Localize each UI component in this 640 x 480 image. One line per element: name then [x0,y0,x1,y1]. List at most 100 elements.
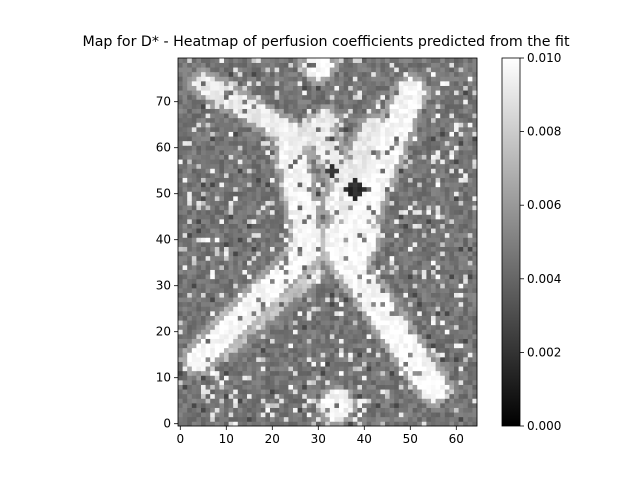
heatmap-cell [210,301,216,307]
heatmap-cell [237,237,243,243]
heatmap-cell [191,177,197,183]
heatmap-cell [389,306,395,312]
heatmap-cell [412,108,418,114]
heatmap-cell [251,407,257,413]
heatmap-cell [233,81,239,86]
heatmap-cell [247,99,252,105]
heatmap-cell [251,366,257,372]
heatmap-cell [265,357,271,362]
heatmap-cell [182,209,188,215]
heatmap-cell [196,154,202,160]
heatmap-cell [375,81,381,86]
heatmap-cell [467,251,473,257]
heatmap-cell [219,338,225,344]
heatmap-cell [224,320,229,326]
heatmap-cell [417,122,423,128]
heatmap-cell [403,352,409,358]
heatmap-cell [311,265,317,270]
heatmap-cell [421,278,427,284]
heatmap-cell [247,113,252,119]
heatmap-cell [237,85,243,91]
heatmap-cell [201,219,206,224]
heatmap-cell [201,265,206,270]
heatmap-cell [412,403,418,408]
heatmap-cell [233,334,239,339]
heatmap-cell [362,127,367,132]
heatmap-cell [449,219,455,224]
heatmap-cell [247,370,252,376]
heatmap-cell [214,403,220,408]
heatmap-cell [247,301,252,307]
heatmap-cell [334,85,340,91]
heatmap-cell [343,219,349,224]
heatmap-cell [187,159,193,165]
heatmap-cell [329,283,335,289]
heatmap-cell [398,334,404,339]
heatmap-cell [251,191,257,197]
heatmap-cell [380,214,386,220]
heatmap-cell [366,117,372,123]
heatmap-cell [325,306,331,312]
heatmap-cell [444,324,450,330]
heatmap-cell [265,131,271,137]
heatmap-cell [270,375,275,381]
heatmap-cell [260,389,266,395]
heatmap-cell [334,196,340,201]
heatmap-cell [228,375,234,381]
heatmap-cell [182,288,188,293]
heatmap-cell [408,421,413,427]
heatmap-cell [260,242,266,247]
heatmap-cell [306,288,312,293]
heatmap-cell [440,389,446,395]
heatmap-cell [371,191,377,197]
heatmap-cell [417,145,423,151]
heatmap-cell [297,209,303,215]
heatmap-cell [458,223,464,229]
heatmap-cell [288,232,294,238]
heatmap-cell [449,403,455,408]
heatmap-cell [472,416,478,422]
heatmap-cell [242,366,248,372]
heatmap-cell [224,421,229,427]
heatmap-cell [375,265,381,270]
heatmap-cell [366,398,372,404]
heatmap-cell [389,315,395,321]
heatmap-cell [325,357,331,362]
heatmap-cell [219,389,225,395]
heatmap-cell [228,274,234,280]
heatmap-cell [270,127,275,132]
heatmap-cell [320,283,326,289]
heatmap-cell [210,136,216,142]
heatmap-cell [426,232,432,238]
heatmap-cell [366,177,372,183]
heatmap-cell [210,90,216,96]
heatmap-cell [348,334,354,339]
heatmap-cell [265,343,271,349]
heatmap-cell [408,352,413,358]
heatmap-cell [205,228,211,234]
heatmap-cell [224,140,229,146]
heatmap-cell [375,237,381,243]
heatmap-cell [371,361,377,367]
heatmap-cell [274,421,280,427]
heatmap-cell [182,352,188,358]
heatmap-cell [380,136,386,142]
heatmap-cell [242,288,248,293]
heatmap-cell [237,246,243,252]
heatmap-cell [329,421,335,427]
heatmap-cell [201,320,206,326]
heatmap-cell [463,104,469,109]
heatmap-cell [196,320,202,326]
heatmap-cell [417,421,423,427]
heatmap-cell [385,94,390,100]
heatmap-cell [421,269,427,275]
heatmap-cell [224,278,229,284]
heatmap-cell [182,380,188,385]
heatmap-cell [182,108,188,114]
heatmap-cell [357,196,363,201]
heatmap-cell [440,288,446,293]
heatmap-cell [191,384,197,390]
heatmap-cell [339,81,344,86]
heatmap-cell [412,380,418,385]
heatmap-cell [196,140,202,146]
